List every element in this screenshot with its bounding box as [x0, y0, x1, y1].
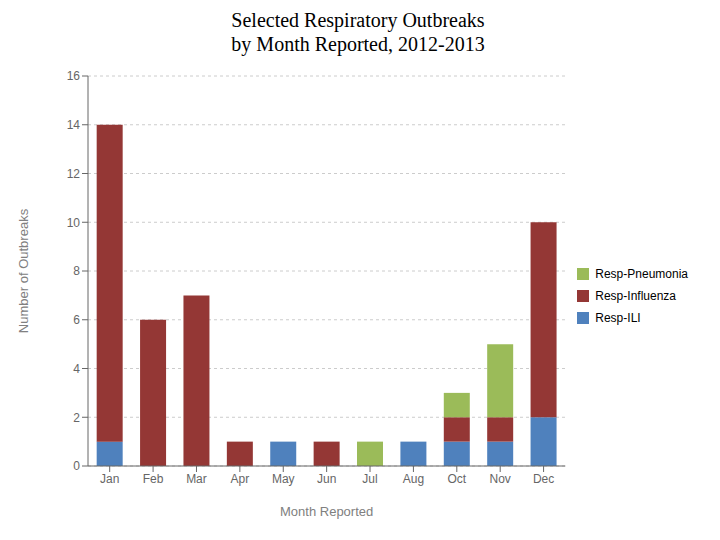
svg-text:4: 4 [73, 362, 80, 376]
svg-text:Oct: Oct [447, 472, 466, 486]
svg-text:6: 6 [73, 313, 80, 327]
svg-text:Mar: Mar [186, 472, 207, 486]
svg-text:2: 2 [73, 411, 80, 425]
svg-text:Jun: Jun [317, 472, 336, 486]
svg-text:Jul: Jul [362, 472, 377, 486]
svg-text:16: 16 [67, 69, 81, 83]
svg-text:Feb: Feb [143, 472, 164, 486]
svg-text:Number of Outbreaks: Number of Outbreaks [16, 208, 31, 333]
svg-text:0: 0 [73, 459, 80, 473]
html-text:Selected Respiratory Outbreaks: Selected Respiratory Outbreaks by Month … [231, 9, 485, 55]
svg-text:May: May [272, 472, 295, 486]
svg-text:Nov: Nov [490, 472, 511, 486]
svg-text:14: 14 [67, 118, 81, 132]
svg-text:12: 12 [67, 167, 81, 181]
svg-text:Aug: Aug [403, 472, 424, 486]
svg-text:Jan: Jan [100, 472, 119, 486]
svg-text:Month Reported: Month Reported [280, 504, 373, 519]
svg-text:Apr: Apr [231, 472, 250, 486]
svg-text:8: 8 [73, 264, 80, 278]
svg-text:Dec: Dec [533, 472, 554, 486]
svg-text:10: 10 [67, 216, 81, 230]
html-text:Resp-Influenza: Resp-Influenza [595, 289, 676, 303]
html-text:Resp-ILI: Resp-ILI [595, 311, 641, 325]
html-text:Resp-Pneumonia: Resp-Pneumonia [595, 267, 688, 281]
